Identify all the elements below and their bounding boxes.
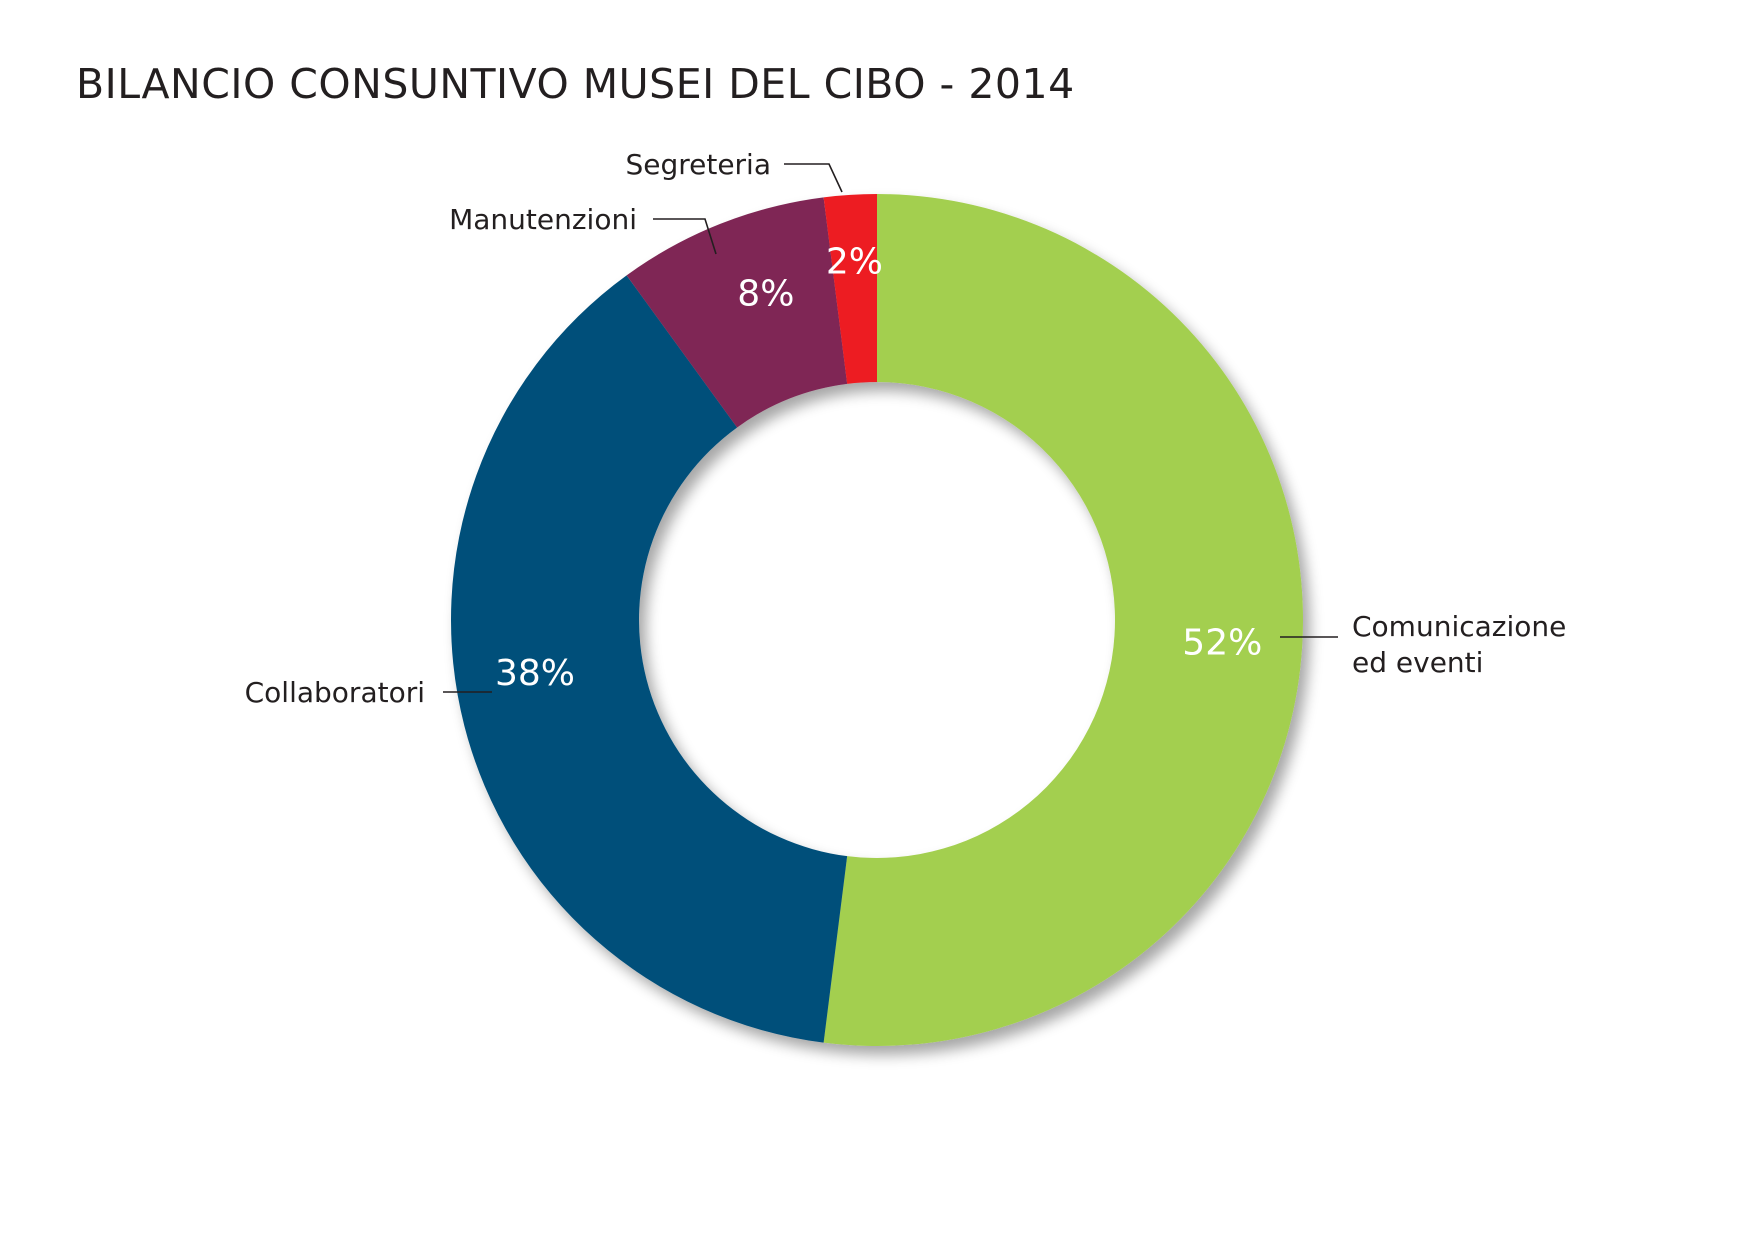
value-label-collaboratori: 38%: [495, 653, 575, 694]
category-label-collaboratori: Collaboratori: [245, 676, 425, 709]
category-label-manutenzioni: Manutenzioni: [449, 203, 637, 236]
leader-line-manutenzioni: [653, 218, 717, 255]
slices-layer: [450, 194, 1303, 1046]
value-label-manutenzioni: 8%: [737, 273, 794, 314]
leaders-layer: [443, 163, 1338, 693]
leader-line-segreteria: [784, 163, 843, 193]
slice-comunicazione-ed-eventi: [823, 194, 1303, 1046]
value-label-comunicazione-ed-eventi: 52%: [1182, 623, 1262, 664]
value-label-segreteria: 2%: [826, 242, 883, 283]
category-label-segreteria: Segreteria: [625, 148, 771, 181]
chart-title: BILANCIO CONSUNTIVO MUSEI DEL CIBO - 201…: [76, 60, 1075, 108]
category-label-comunicazione-ed-eventi-line-2: ed eventi: [1352, 646, 1483, 679]
slice-collaboratori: [450, 275, 848, 1043]
slice-manutenzioni: [626, 197, 848, 428]
slice-segreteria: [823, 194, 877, 384]
category-label-comunicazione-ed-eventi-line-1: Comunicazione: [1352, 610, 1566, 643]
